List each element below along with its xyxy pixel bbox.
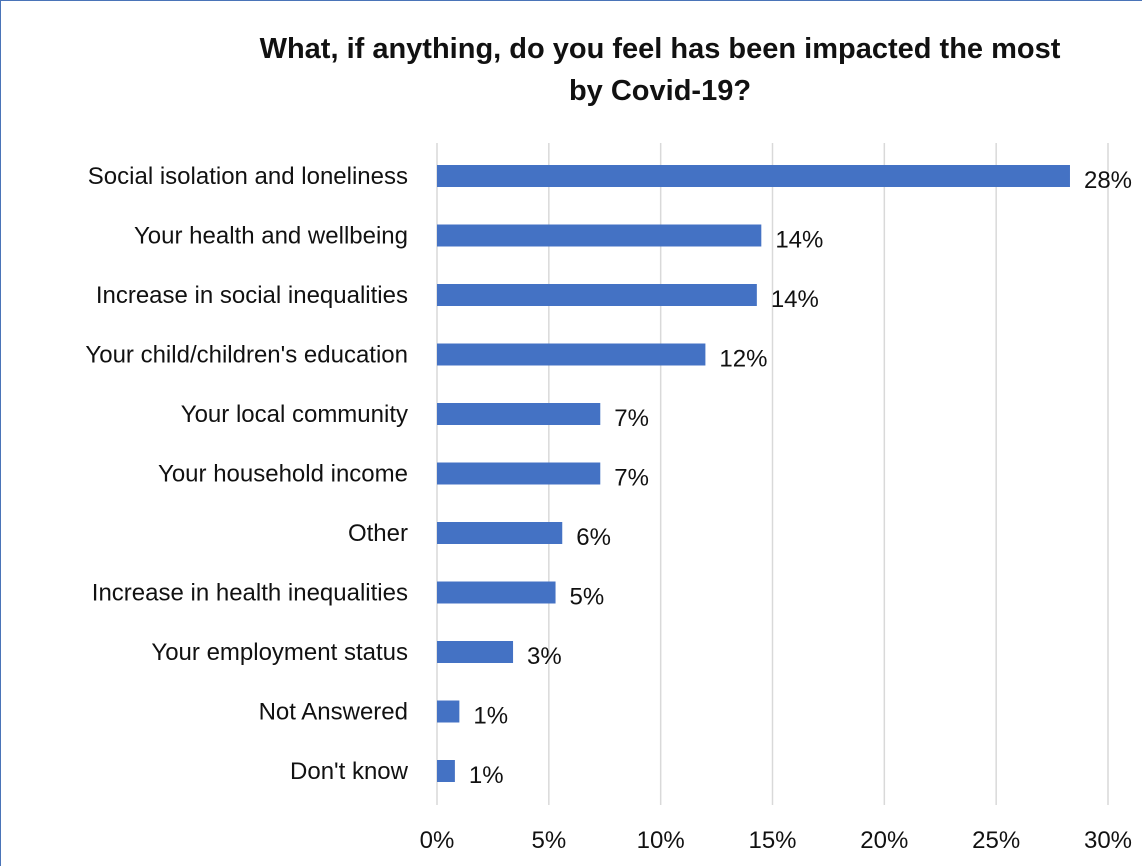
- bar: [437, 343, 706, 366]
- x-tick-label: 5%: [531, 827, 566, 854]
- bar: [437, 581, 556, 604]
- bar: [437, 700, 460, 723]
- data-label: 12%: [719, 346, 767, 373]
- category-label: Your health and wellbeing: [134, 223, 408, 250]
- data-labels: 28% 14% 14% 12% 7% 7% 6% 5% 3% 1% 1%: [469, 167, 1132, 789]
- data-label: 1%: [469, 762, 504, 789]
- category-label: Your employment status: [151, 639, 408, 666]
- bar: [437, 403, 601, 425]
- data-label: 14%: [775, 227, 823, 254]
- x-tick-label: 10%: [637, 827, 685, 854]
- data-label: 7%: [614, 405, 649, 432]
- data-label: 3%: [527, 643, 562, 670]
- bar: [437, 522, 563, 544]
- x-axis-tick-labels: 0% 5% 10% 15% 20% 25% 30%: [420, 827, 1132, 854]
- category-label: Don't know: [290, 758, 409, 785]
- x-tick-label: 20%: [860, 827, 908, 854]
- category-labels: Social isolation and loneliness Your heal…: [85, 163, 408, 785]
- chart-title-line-2: by Covid-19?: [568, 75, 752, 107]
- data-label: 6%: [576, 524, 611, 551]
- gridlines: [436, 143, 1109, 805]
- bar: [437, 760, 455, 782]
- category-label: Other: [348, 520, 408, 547]
- data-label: 14%: [771, 286, 819, 313]
- category-label: Increase in social inequalities: [96, 282, 408, 309]
- bars: [437, 165, 1070, 782]
- category-label: Increase in health inequalities: [92, 580, 408, 607]
- category-label: Your local community: [181, 401, 408, 428]
- category-label: Social isolation and loneliness: [88, 163, 408, 190]
- bar: [437, 641, 514, 663]
- category-label: Your child/children's education: [85, 342, 408, 369]
- chart-title-line-1: What, if anything, do you feel has been …: [259, 33, 1061, 65]
- bar: [437, 165, 1070, 187]
- x-tick-label: 15%: [748, 827, 796, 854]
- bar: [437, 284, 757, 306]
- data-label: 28%: [1084, 167, 1132, 194]
- category-label: Your household income: [158, 461, 408, 488]
- category-label: Not Answered: [259, 699, 408, 726]
- x-tick-label: 25%: [972, 827, 1020, 854]
- x-tick-label: 0%: [420, 827, 455, 854]
- bar: [437, 224, 762, 247]
- chart-title: What, if anything, do you feel has been …: [160, 28, 1144, 112]
- bar: [437, 462, 601, 485]
- data-label: 7%: [614, 465, 649, 492]
- x-tick-label: 30%: [1084, 827, 1132, 854]
- data-label: 5%: [570, 584, 605, 611]
- data-label: 1%: [473, 703, 508, 730]
